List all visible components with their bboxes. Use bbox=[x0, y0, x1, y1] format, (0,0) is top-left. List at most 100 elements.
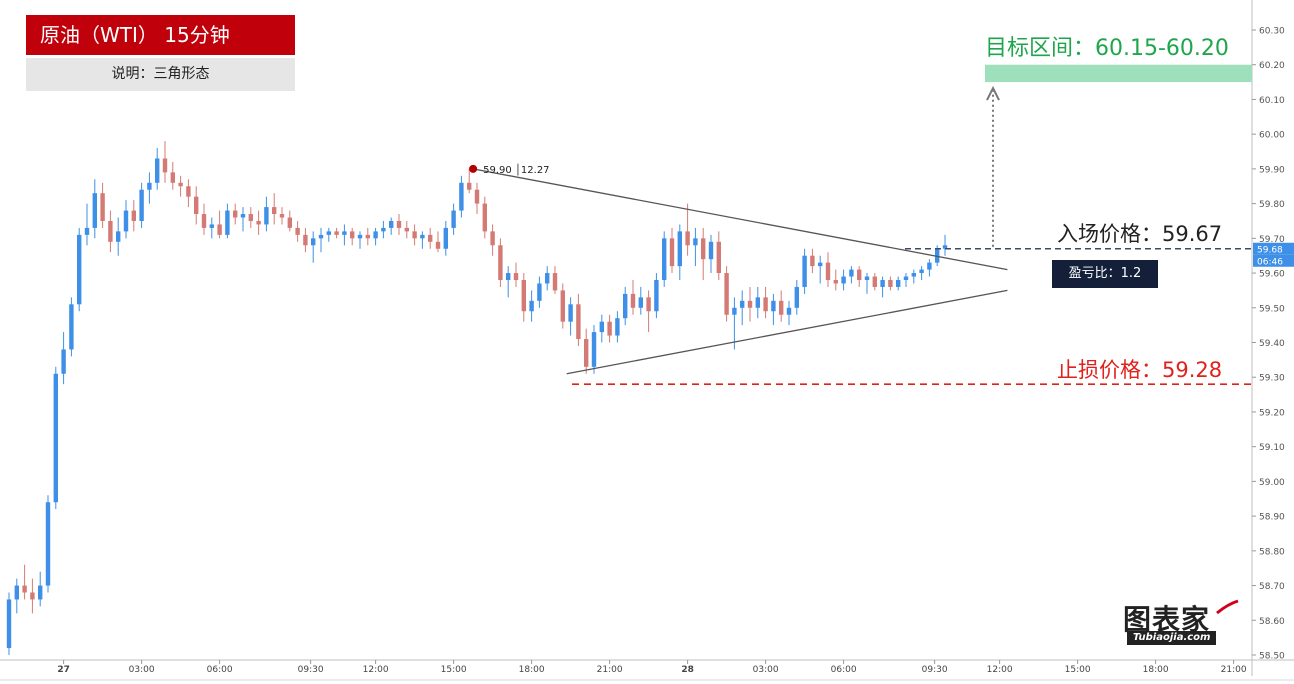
candle-body[interactable] bbox=[841, 276, 846, 284]
candle-body[interactable] bbox=[732, 307, 737, 315]
candle-body[interactable] bbox=[685, 231, 690, 246]
candle-body[interactable] bbox=[326, 231, 331, 235]
candle-body[interactable] bbox=[451, 210, 456, 228]
candle-body[interactable] bbox=[357, 234, 363, 239]
candle-body[interactable] bbox=[857, 269, 862, 280]
candle-body[interactable] bbox=[693, 238, 698, 246]
candle-body[interactable] bbox=[833, 280, 838, 284]
candle-body[interactable] bbox=[779, 300, 784, 315]
candle-body[interactable] bbox=[38, 585, 43, 600]
candle-body[interactable] bbox=[755, 297, 760, 308]
candle-body[interactable] bbox=[69, 304, 74, 350]
candle-body[interactable] bbox=[630, 293, 636, 308]
candle-body[interactable] bbox=[459, 182, 464, 211]
candle-body[interactable] bbox=[53, 373, 58, 503]
candle-body[interactable] bbox=[404, 227, 409, 232]
candle-body[interactable] bbox=[272, 207, 277, 215]
candle-body[interactable] bbox=[443, 227, 448, 249]
candle-body[interactable] bbox=[295, 227, 300, 235]
candle-body[interactable] bbox=[747, 300, 753, 308]
candle-body[interactable] bbox=[623, 293, 628, 319]
candle-body[interactable] bbox=[318, 234, 324, 239]
candle-body[interactable] bbox=[170, 172, 175, 183]
candle-body[interactable] bbox=[607, 321, 612, 336]
candle-body[interactable] bbox=[14, 585, 19, 600]
candle-body[interactable] bbox=[740, 300, 745, 308]
triangle-lower-line[interactable] bbox=[566, 289, 1008, 375]
candle-body[interactable] bbox=[810, 255, 815, 267]
candle-body[interactable] bbox=[638, 297, 643, 308]
candle-body[interactable] bbox=[771, 300, 776, 312]
candle-body[interactable] bbox=[6, 599, 12, 649]
candle-body[interactable] bbox=[248, 214, 253, 221]
candle-body[interactable] bbox=[825, 262, 831, 280]
candle-body[interactable] bbox=[373, 231, 378, 239]
candle-body[interactable] bbox=[794, 286, 799, 308]
candle-body[interactable] bbox=[194, 196, 199, 215]
candle-body[interactable] bbox=[903, 276, 909, 280]
candle-body[interactable] bbox=[287, 217, 292, 228]
candle-body[interactable] bbox=[342, 231, 347, 235]
candle-body[interactable] bbox=[872, 276, 877, 287]
candle-body[interactable] bbox=[786, 307, 792, 315]
candle-body[interactable] bbox=[108, 220, 113, 242]
candle-body[interactable] bbox=[22, 585, 27, 593]
candle-body[interactable] bbox=[45, 502, 51, 586]
candle-body[interactable] bbox=[552, 273, 558, 291]
candle-body[interactable] bbox=[412, 231, 417, 239]
candle-body[interactable] bbox=[77, 234, 82, 305]
candle-body[interactable] bbox=[139, 189, 144, 221]
candle-body[interactable] bbox=[381, 227, 386, 232]
candle-body[interactable] bbox=[467, 182, 472, 190]
candle-body[interactable] bbox=[217, 224, 222, 235]
candle-body[interactable] bbox=[763, 297, 768, 312]
candle-body[interactable] bbox=[591, 332, 597, 367]
candle-body[interactable] bbox=[30, 592, 35, 600]
candle-body[interactable] bbox=[131, 210, 136, 221]
candle-body[interactable] bbox=[568, 304, 573, 322]
candle-body[interactable] bbox=[677, 231, 682, 267]
candle-body[interactable] bbox=[389, 220, 394, 228]
candle-body[interactable] bbox=[529, 300, 534, 312]
candle-body[interactable] bbox=[428, 234, 433, 242]
candle-body[interactable] bbox=[225, 210, 230, 235]
candle-body[interactable] bbox=[880, 280, 885, 287]
candle-body[interactable] bbox=[201, 214, 207, 228]
candle-body[interactable] bbox=[584, 339, 589, 367]
candle-body[interactable] bbox=[537, 283, 542, 301]
candle-body[interactable] bbox=[888, 280, 893, 287]
candle-body[interactable] bbox=[545, 273, 550, 284]
candle-body[interactable] bbox=[942, 245, 948, 249]
triangle-upper-line[interactable] bbox=[472, 168, 1008, 271]
candle-body[interactable] bbox=[420, 234, 425, 239]
candle-body[interactable] bbox=[279, 214, 285, 218]
candle-body[interactable] bbox=[521, 280, 526, 312]
candle-body[interactable] bbox=[350, 231, 355, 239]
candle-body[interactable] bbox=[240, 214, 246, 218]
high-point-marker[interactable] bbox=[469, 164, 478, 173]
candle-body[interactable] bbox=[560, 290, 565, 322]
candle-body[interactable] bbox=[724, 273, 729, 315]
candle-body[interactable] bbox=[654, 280, 659, 312]
candle-body[interactable] bbox=[435, 241, 441, 249]
candle-body[interactable] bbox=[646, 297, 651, 312]
candle-body[interactable] bbox=[365, 234, 370, 239]
candle-body[interactable] bbox=[100, 193, 105, 221]
candle-body[interactable] bbox=[123, 210, 129, 232]
candle-body[interactable] bbox=[708, 241, 714, 260]
candle-body[interactable] bbox=[92, 193, 97, 228]
candle-body[interactable] bbox=[818, 262, 823, 267]
candle-body[interactable] bbox=[209, 224, 214, 228]
candle-body[interactable] bbox=[186, 186, 191, 197]
candle-body[interactable] bbox=[716, 241, 721, 274]
candle-body[interactable] bbox=[701, 238, 706, 260]
candle-body[interactable] bbox=[513, 273, 519, 280]
candle-body[interactable] bbox=[311, 238, 316, 246]
candle-body[interactable] bbox=[490, 231, 495, 246]
candle-body[interactable] bbox=[599, 321, 604, 333]
candle-body[interactable] bbox=[474, 189, 480, 204]
candle-body[interactable] bbox=[334, 231, 339, 235]
candle-body[interactable] bbox=[396, 220, 402, 228]
candle-body[interactable] bbox=[482, 203, 487, 232]
